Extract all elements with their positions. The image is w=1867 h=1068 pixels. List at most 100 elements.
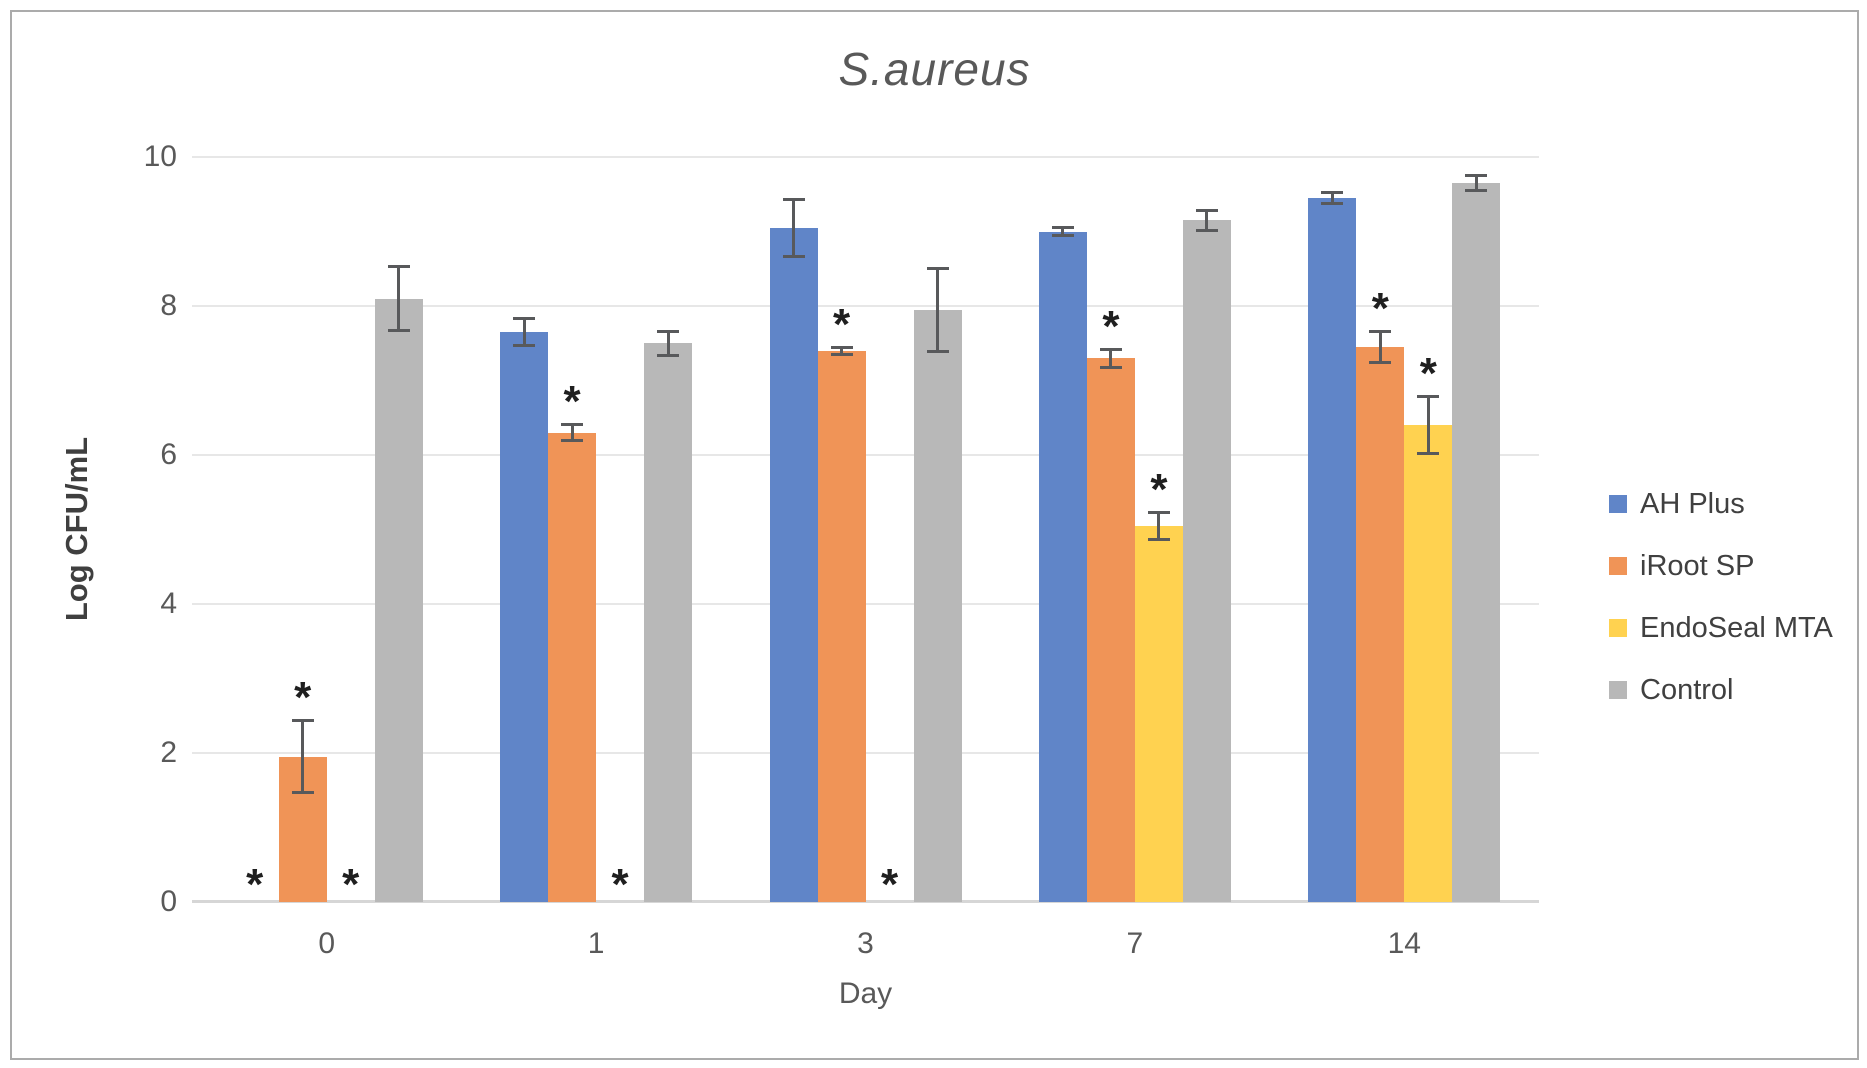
significance-asterisk: * [1419,349,1437,399]
x-tick-label: 0 [318,927,336,960]
error-bar-part [1109,347,1113,369]
legend-item: EndoSeal MTA [1609,611,1833,644]
error-bar-part [1330,190,1334,206]
gridline-y10 [192,156,1539,158]
chart-frame: S.aureus Log CFU/mL * * * * * * * * * * * Day AH P… [10,10,1859,1060]
error-bar-part [926,349,949,353]
error-bar-part [513,343,536,347]
significance-asterisk: * [832,299,851,349]
bar-iroot-sp-day-7 [1086,358,1135,902]
error-bar-part [1147,510,1170,514]
error-bar [657,329,680,357]
legend-swatch-control [1609,681,1627,699]
error-bar-part [830,352,853,356]
significance-asterisk: * [294,673,312,723]
gridline-y8 [192,305,1539,307]
error-bar [1321,190,1344,206]
legend-item: iRoot SP [1609,549,1833,582]
x-tick-label: 14 [1387,927,1421,960]
error-bar-part [1369,361,1392,365]
error-bar-part [1465,174,1488,178]
error-bar-part [1099,347,1122,351]
bar-control-day-3 [913,309,962,902]
error-bar [1147,510,1170,541]
error-bar-part [522,317,526,347]
chart-title: S.aureus [838,43,1031,95]
error-bar-part [1321,190,1344,194]
legend-swatch-iroot-sp [1609,557,1627,575]
error-bar [1465,174,1488,193]
x-axis-label: Day [838,977,893,1010]
y-tick-label: 10 [143,140,177,173]
plot-area: * * * * * * * * * * * [192,156,1539,909]
error-bar-part [1205,209,1209,232]
gridline-y4 [192,603,1539,605]
error-bar-part [1061,226,1065,237]
y-tick-label: 0 [160,885,177,918]
error-bar [1099,347,1122,369]
error-bar-part [291,719,314,723]
error-bar-part [782,254,805,258]
error-bar-part [570,422,574,443]
error-bar-part [387,265,410,269]
y-tick-label: 4 [160,587,177,620]
error-bar-part [830,345,853,349]
legend-label: iRoot SP [1640,549,1755,582]
bar-control-day-0 [374,298,423,902]
error-bar-part [1195,209,1218,213]
bar-ah-plus-day-1 [500,332,549,902]
legend-swatch-ah-plus [1609,495,1627,513]
gridline-y0 [192,900,1539,903]
error-bar-part [1157,510,1161,541]
error-bar-part [1321,202,1344,206]
error-bar-part [1417,452,1440,455]
legend: AH Plus iRoot SP EndoSeal MTA Control [1609,487,1833,737]
error-bar [291,719,314,794]
x-tick-label: 3 [857,927,874,960]
gridline-y2 [192,752,1539,754]
gridline-y6 [192,454,1539,456]
significance-asterisk: * [611,860,629,909]
error-bar-part [1426,395,1430,455]
bar-ah-plus-day-3 [769,227,818,902]
legend-label: EndoSeal MTA [1640,611,1833,644]
error-bar-part [1369,329,1392,333]
significance-asterisk: * [1371,283,1389,333]
error-bar-part [657,329,680,333]
error-bar-part [1195,228,1218,232]
bar-endoseal-mta-day-14 [1404,425,1453,902]
error-bar [387,265,410,333]
error-bar-part [666,329,670,357]
error-bar-part [561,422,584,426]
error-bar-part [926,266,949,270]
error-bar [1369,329,1392,365]
significance-asterisk: * [563,376,581,426]
error-bar [561,422,584,443]
legend-label: AH Plus [1640,487,1745,520]
error-bar-part [1474,174,1478,193]
significance-asterisk: * [342,860,360,909]
error-bar [1417,395,1440,455]
error-bar-part [1378,329,1382,365]
y-tick-label: 8 [160,289,177,322]
error-bar-part [387,329,410,333]
error-bar-part [301,719,305,794]
legend-swatch-endoseal-mta [1609,619,1627,637]
x-tick-label: 1 [587,927,605,960]
error-bar [782,197,805,258]
bar-ah-plus-day-7 [1038,231,1087,902]
error-bar-part [561,439,584,443]
error-bar [830,345,853,356]
error-bar-part [1051,226,1074,230]
error-bar-part [840,345,843,356]
significance-asterisk: * [1102,301,1120,351]
bar-control-day-7 [1182,220,1231,902]
y-tick-label: 6 [160,438,177,471]
error-bar-part [1417,395,1440,399]
bar-iroot-sp-day-1 [548,432,597,902]
x-tick-label: 7 [1126,927,1144,960]
significance-asterisk: * [880,860,899,909]
error-bar-part [782,197,805,201]
error-bar-part [513,317,536,321]
error-bar-part [1465,189,1488,193]
